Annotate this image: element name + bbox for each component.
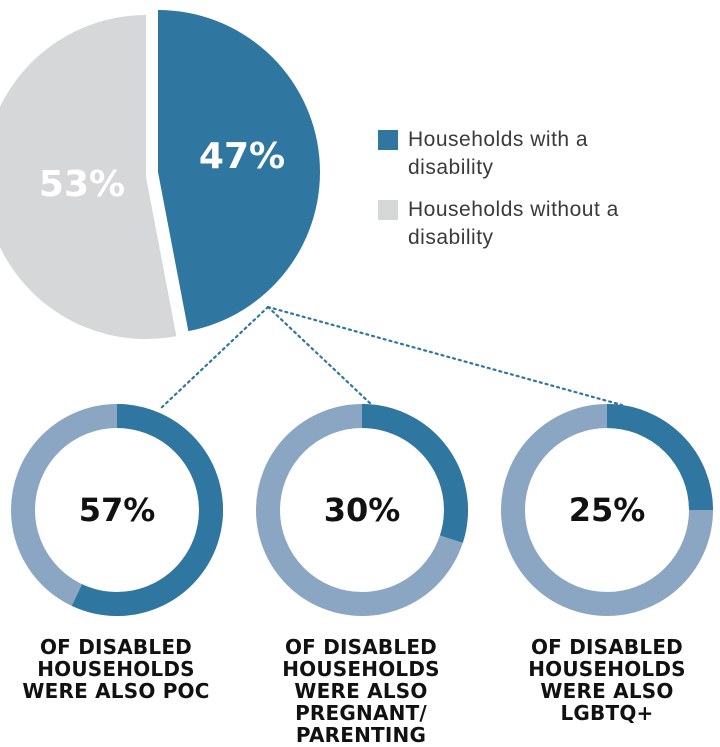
donut-value-label-poc: 57% [79,491,156,529]
legend: Households with a disability Households … [378,126,708,266]
connector-lines [158,305,624,411]
caption-lgbtq: OF DISABLED HOUSEHOLDS WERE ALSO LGBTQ+ [528,635,686,725]
pie-slice-not-disabled [0,15,177,339]
caption-poc: OF DISABLED HOUSEHOLDS WERE ALSO POC [22,635,210,703]
donut-value-arc-parenting [361,404,468,543]
legend-swatch-not-disabled [378,200,398,220]
connector-line-lgbtq [266,305,624,407]
legend-item-not-disabled: Households without a disability [378,196,708,252]
donut-value-arc-lgbtq [606,404,713,511]
connector-line-parenting [266,305,374,407]
legend-label-disabled: Households with a disability [408,128,589,179]
donut-value-arc-poc [71,404,223,616]
caption-parenting: OF DISABLED HOUSEHOLDS WERE ALSO PREGNAN… [282,635,440,747]
donut-value-label-parenting: 30% [324,491,401,529]
legend-item-disabled: Households with a disability [378,126,708,182]
legend-swatch-disabled [378,130,398,150]
connector-line-poc [158,305,270,411]
pie-slice-disabled [158,10,321,332]
donut-charts: 57% 30% 25% [11,404,713,616]
legend-label-not-disabled: Households without a disability [408,198,619,249]
main-pie-chart: 47% 53% [0,10,321,339]
pie-label-disabled: 47% [199,136,285,177]
donut-value-label-lgbtq: 25% [569,491,646,529]
pie-label-not-disabled: 53% [39,164,125,205]
